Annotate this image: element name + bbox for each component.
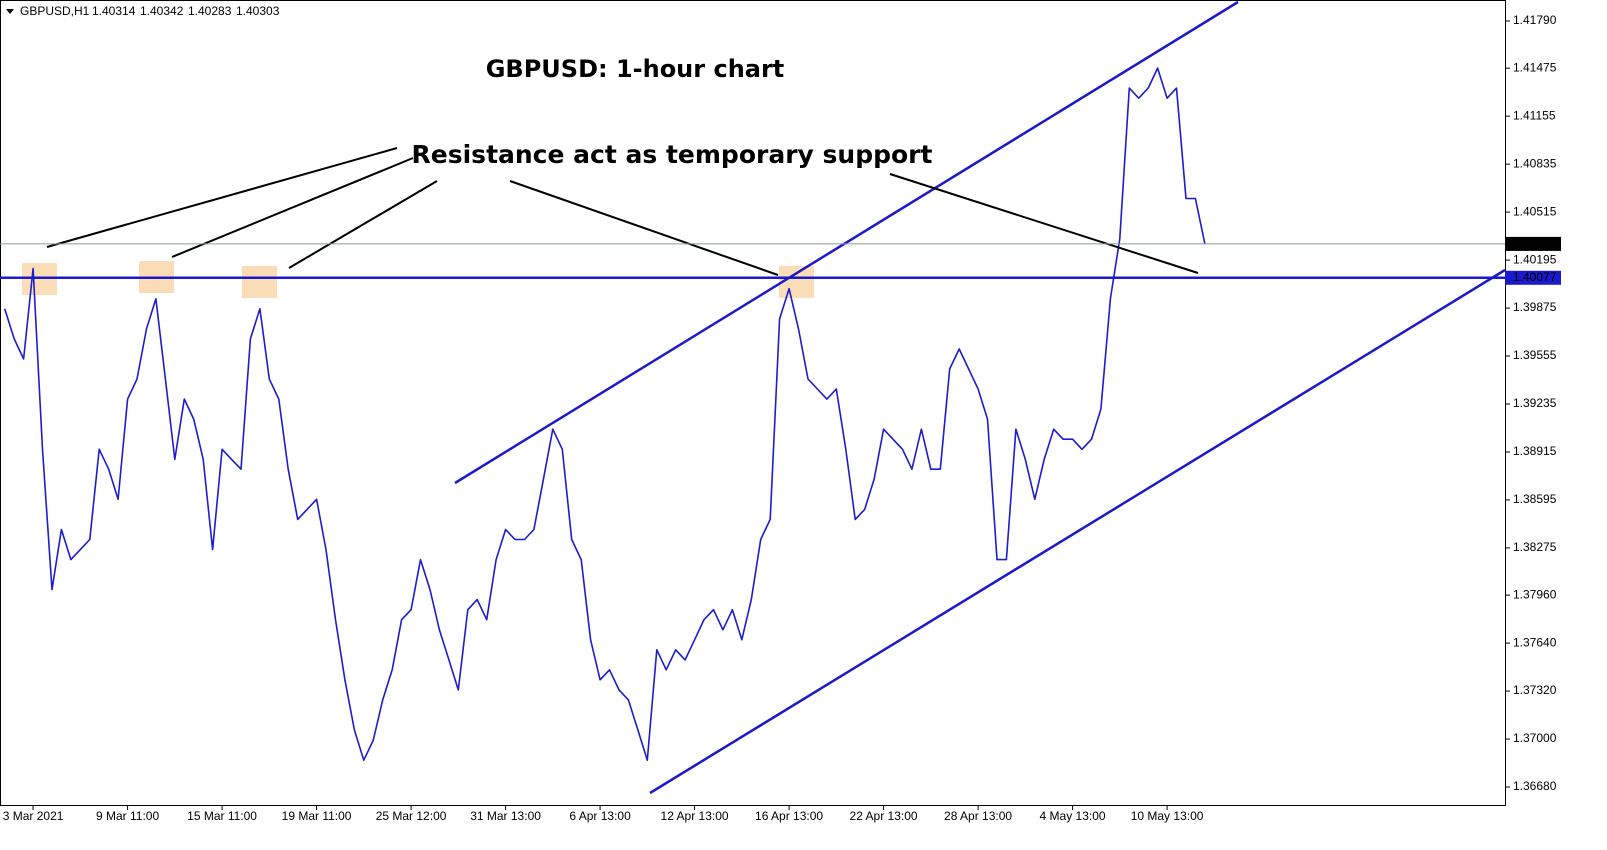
ohlc-open: 1.40314: [92, 4, 136, 18]
level-label-box: [1505, 270, 1561, 285]
level-label: 1.40077: [1513, 270, 1557, 284]
symbol: GBPUSD,H1: [20, 4, 90, 18]
header-arrow: [6, 9, 14, 14]
y-tick-label: 1.40835: [1513, 156, 1557, 170]
x-tick-label: 28 Apr 13:00: [944, 809, 1012, 823]
y-tick-label: 1.39555: [1513, 348, 1557, 362]
x-tick-label: 16 Apr 13:00: [755, 809, 823, 823]
x-tick-label: 4 May 13:00: [1040, 809, 1106, 823]
y-tick-label: 1.41155: [1513, 108, 1556, 122]
price-label-box: [1505, 236, 1561, 251]
y-tick-label: 1.37000: [1513, 731, 1557, 745]
channel-upper: [454, 0, 1239, 485]
y-tick-label: 1.39875: [1513, 300, 1557, 314]
y-tick-label: 1.38595: [1513, 492, 1557, 506]
annotation: Resistance act as temporary support: [412, 140, 933, 169]
y-tick-label: 1.41790: [1513, 13, 1557, 27]
price-series: [3, 67, 1206, 761]
highlight-box: [779, 266, 814, 298]
x-tick-label: 6 Apr 13:00: [569, 809, 631, 823]
arrow: [889, 173, 1199, 274]
x-tick-label: 15 Mar 11:00: [187, 809, 257, 823]
plot-frame: [0, 0, 1506, 806]
ohlc-close: 1.40303: [236, 4, 280, 18]
annotation-arrows: [46, 147, 1199, 276]
price-label: 1.40303: [1513, 236, 1557, 250]
y-tick-label: 1.39235: [1513, 396, 1557, 410]
y-tick-label: 1.38275: [1513, 540, 1557, 554]
x-tick-label: 31 Mar 13:00: [470, 809, 541, 823]
y-tick-label: 1.37640: [1513, 635, 1557, 649]
x-tick-label: 25 Mar 12:00: [376, 809, 447, 823]
y-tick-label: 1.37320: [1513, 683, 1557, 697]
series-layer: [3, 67, 1206, 761]
arrow: [288, 180, 438, 269]
arrow: [171, 157, 414, 258]
x-tick-label: 9 Mar 11:00: [96, 809, 159, 823]
channel-lines: [454, 0, 1506, 795]
highlight-boxes: [22, 261, 814, 298]
x-tick-label: 22 Apr 13:00: [850, 809, 918, 823]
y-tick-label: 1.40515: [1513, 204, 1557, 218]
y-tick-label: 1.41475: [1513, 60, 1557, 74]
chart-title: GBPUSD: 1-hour chart: [486, 55, 785, 83]
x-tick-label: 3 Mar 2021: [3, 809, 64, 823]
highlight-box: [242, 266, 277, 298]
y-tick-label: 1.40195: [1513, 252, 1557, 266]
x-tick-label: 19 Mar 11:00: [282, 809, 352, 823]
channel-lower: [649, 268, 1506, 795]
arrow: [46, 147, 398, 248]
x-tick-label: 12 Apr 13:00: [661, 809, 729, 823]
ohlc-high: 1.40342: [140, 4, 184, 18]
ohlc-low: 1.40283: [188, 4, 232, 18]
y-tick-label: 1.38915: [1513, 444, 1557, 458]
y-tick-label: 1.37960: [1513, 587, 1557, 601]
x-tick-label: 10 May 13:00: [1131, 809, 1204, 823]
arrow: [509, 180, 779, 276]
y-tick-label: 1.36680: [1513, 779, 1557, 793]
